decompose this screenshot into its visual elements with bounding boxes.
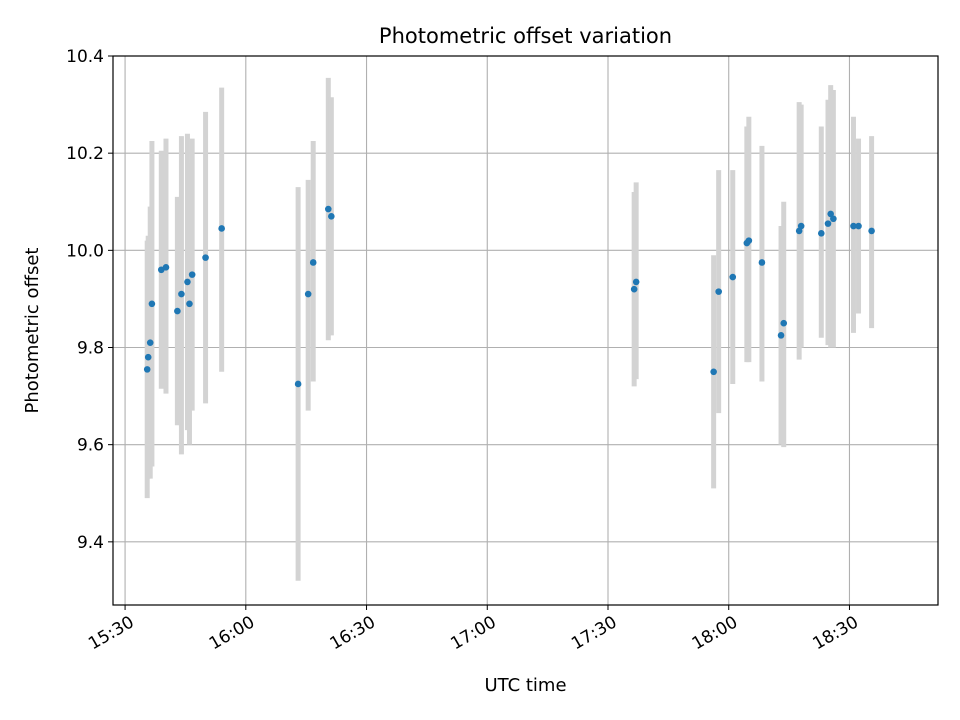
data-point bbox=[148, 300, 156, 308]
data-point bbox=[218, 225, 225, 232]
data-point bbox=[630, 285, 638, 293]
data-point bbox=[162, 264, 170, 271]
data-point bbox=[202, 254, 209, 261]
chart-title: Photometric offset variation bbox=[379, 24, 672, 48]
y-tick-label: 10.4 bbox=[66, 47, 104, 67]
plot-frame bbox=[112, 55, 939, 606]
data-point bbox=[855, 222, 862, 230]
data-point bbox=[797, 222, 805, 230]
y-tick-label: 10.2 bbox=[66, 144, 104, 164]
data-point bbox=[777, 332, 785, 339]
data-point bbox=[868, 227, 875, 235]
data-point bbox=[186, 300, 193, 308]
data-points bbox=[143, 205, 875, 388]
data-point bbox=[144, 353, 152, 361]
data-point bbox=[184, 278, 191, 286]
x-axis-label: UTC time bbox=[484, 675, 566, 696]
data-point bbox=[294, 380, 302, 388]
data-point bbox=[325, 205, 332, 213]
data-point bbox=[178, 290, 185, 298]
data-point bbox=[817, 230, 825, 237]
data-point bbox=[146, 339, 154, 346]
y-axis-label: Photometric offset bbox=[22, 248, 43, 414]
data-point bbox=[188, 271, 196, 278]
data-point bbox=[715, 288, 722, 295]
data-point bbox=[328, 213, 335, 220]
y-tick-label: 9.6 bbox=[77, 436, 104, 456]
data-point bbox=[304, 290, 312, 298]
data-point bbox=[309, 259, 317, 266]
y-tick-label: 9.8 bbox=[77, 339, 104, 359]
data-point bbox=[830, 215, 837, 223]
y-tick-label: 9.4 bbox=[77, 533, 104, 553]
data-point bbox=[710, 368, 717, 376]
data-point bbox=[824, 220, 832, 227]
data-point bbox=[827, 210, 834, 218]
data-point bbox=[143, 366, 151, 373]
y-tick-label: 10.0 bbox=[66, 241, 104, 261]
data-point bbox=[745, 237, 753, 244]
data-point bbox=[758, 259, 766, 266]
data-point bbox=[729, 273, 737, 281]
data-point bbox=[632, 278, 640, 286]
data-point bbox=[780, 319, 788, 327]
data-point bbox=[174, 307, 181, 315]
data-point bbox=[850, 222, 857, 230]
